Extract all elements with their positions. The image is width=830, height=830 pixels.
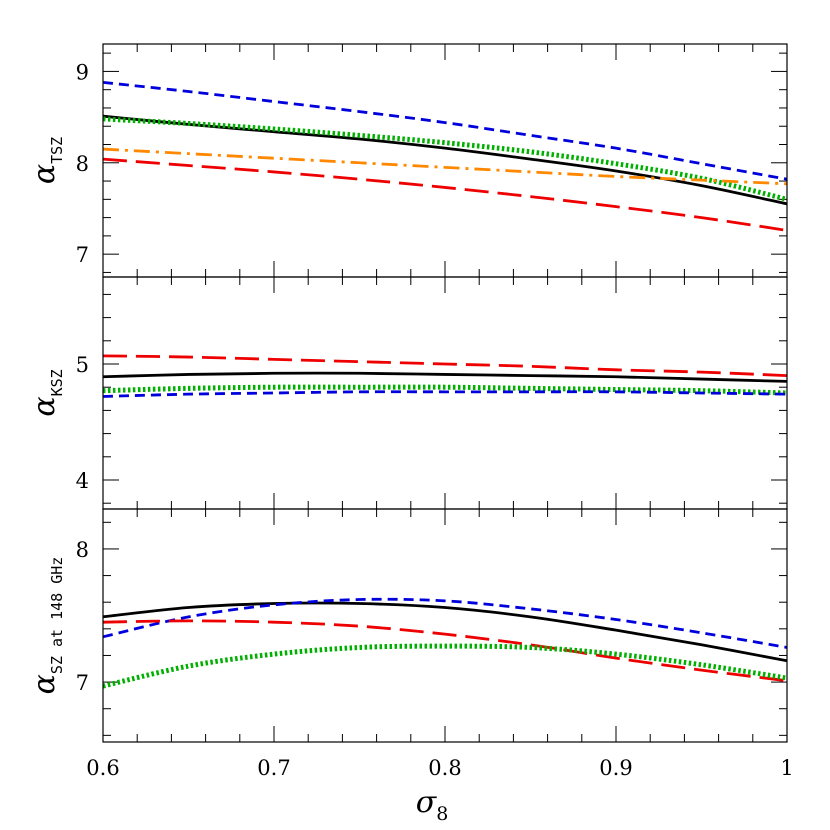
series-line-dashed [103,80,787,181]
y-axis-label-subscript: TSZ [48,137,66,164]
series-line-longdash [103,354,787,377]
panel-1: 7 8 9 [76,43,788,278]
y-axis-label-subscript: KSZ [48,369,66,396]
x-axis-label: σ8 [416,785,449,825]
x-tick-label: 0.8 [428,756,461,780]
y-tick-label: 8 [76,538,89,562]
panel-2: 45 [76,276,788,510]
series-line-dashed [103,597,787,649]
x-tick-label: 0.9 [599,756,632,780]
panel-frame [102,508,788,743]
panel-3: 7 8 0.6 0.7 0.8 0.9 1 [76,508,794,780]
series-group [103,597,787,689]
y-axis-label-symbol: α [27,674,62,694]
panel-frame [102,43,788,278]
series-line-solid [103,371,787,383]
series-group [103,80,787,232]
y-axis-label-symbol: α [27,164,62,184]
y-tick-label: 9 [76,60,89,84]
x-tick-label: 0.6 [86,756,119,780]
series-line-dotted [103,116,787,202]
y-axis-label: αKSZ [27,369,66,416]
y-axis-label: αSZ at 148 GHz [27,557,66,695]
x-tick-label: 1 [780,756,793,780]
y-tick-label: 8 [76,152,89,176]
series-line-dashed [103,390,787,398]
series-line-longdash [103,157,787,232]
y-tick-label: 5 [76,353,89,377]
y-axis-label: αTSZ [27,137,66,184]
x-axis-label-symbol: σ [416,785,438,820]
y-tick-label: 7 [76,243,89,267]
y-tick-label: 4 [76,469,89,493]
x-axis-label-subscript: 8 [436,803,448,825]
series-line-dashdot [103,147,787,186]
series-line-dotted [103,384,787,396]
series-line-solid [103,114,787,206]
series-group [103,354,787,398]
x-tick-label: 0.7 [257,756,290,780]
series-line-solid [103,601,787,663]
y-tick-label: 7 [76,671,89,695]
series-line-longdash [103,619,787,683]
y-axis-label-subscript: SZ at 148 GHz [48,557,66,674]
series-line-dotted [103,643,787,689]
y-axis-label-symbol: α [27,396,62,416]
